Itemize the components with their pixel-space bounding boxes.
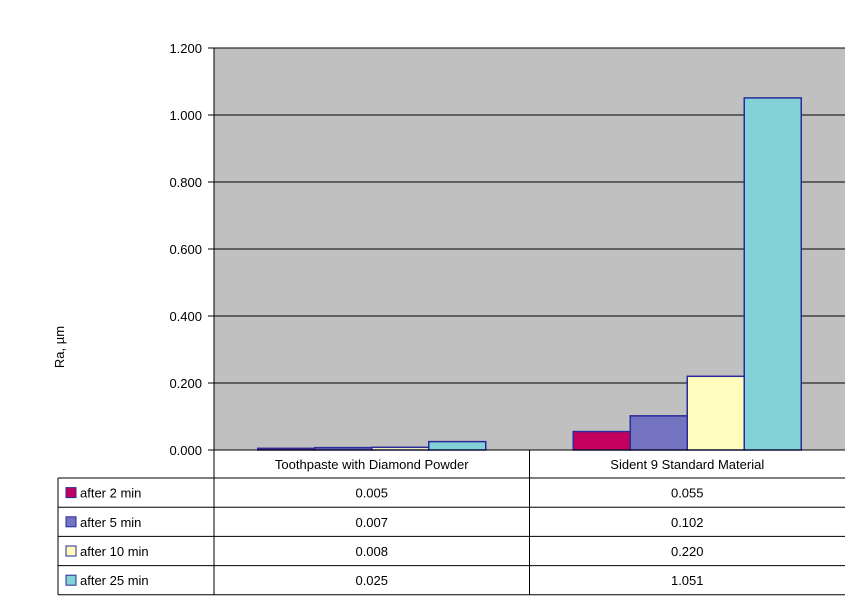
legend-swatch (65, 574, 77, 586)
y-tick-label: 0.200 (169, 376, 202, 391)
bar-after-25-min (428, 440, 487, 451)
data-table: Toothpaste with Diamond Powder Sident 9 S… (57, 449, 845, 596)
data-table-value: 0.005 (355, 486, 388, 501)
bars (257, 97, 802, 451)
data-table-value: 1.051 (671, 573, 704, 588)
y-tick-label: 0.600 (169, 242, 202, 257)
data-table-value: 0.008 (355, 544, 388, 559)
y-tick-label: 1.000 (169, 108, 202, 123)
legend-swatch (65, 516, 77, 528)
legend-swatch (65, 545, 77, 557)
legend-label: after 25 min (80, 573, 149, 588)
y-tick-label: 0.000 (169, 443, 202, 458)
bar-after-2-min (572, 430, 631, 451)
data-table-value: 0.102 (671, 515, 704, 530)
data-table-value: 0.220 (671, 544, 704, 559)
legend-label: after 10 min (80, 544, 149, 559)
data-table-value: 0.025 (355, 573, 388, 588)
legend-label: after 5 min (80, 515, 141, 530)
bar-after-10-min (686, 375, 745, 451)
gridlines (214, 47, 845, 384)
y-tick-label: 1.200 (169, 41, 202, 56)
data-table-value: 0.055 (671, 486, 704, 501)
legend-swatch (65, 487, 77, 499)
y-axis: 0.000 0.200 0.400 0.600 0.800 1.000 1.200 (169, 41, 215, 458)
bar-after-25-min (743, 97, 802, 451)
y-tick-label: 0.800 (169, 175, 202, 190)
category-label: Toothpaste with Diamond Powder (275, 457, 469, 472)
category-label: Sident 9 Standard Material (610, 457, 764, 472)
data-table-value: 0.007 (355, 515, 388, 530)
bar-after-5-min (629, 415, 688, 451)
y-tick-label: 0.400 (169, 309, 202, 324)
y-axis-title: Ra, µm (52, 326, 67, 368)
legend-label: after 2 min (80, 486, 141, 501)
